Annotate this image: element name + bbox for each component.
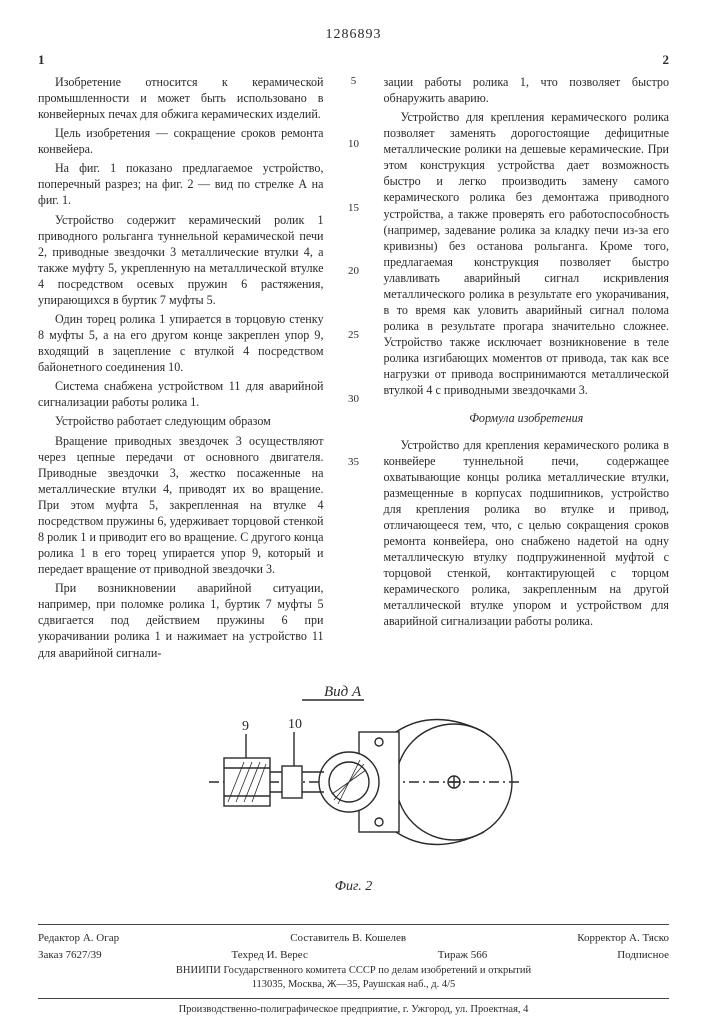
page: 1286893 1 Изобретение относится к керами… [0,0,707,1035]
subscription: Подписное [617,948,669,963]
figure-svg: Вид А [184,682,524,872]
columns: 1 Изобретение относится к керамической п… [38,51,669,664]
line-ref: 15 [346,201,362,216]
claim-text: Устройство для крепления керамического р… [384,437,670,630]
para: При возникновении аварийной ситуации, на… [38,580,324,660]
para: Устройство работает следующим образом [38,413,324,429]
line-ref: 20 [346,264,362,279]
imprint-footer: Редактор А. Огар Составитель В. Кошелев … [38,924,669,999]
fig-label-10: 10 [288,717,302,732]
para: Устройство содержит керамический ролик 1… [38,212,324,308]
para: На фиг. 1 показано предлагаемое устройст… [38,160,324,208]
corrector: Корректор А. Тяско [577,931,669,946]
figure-2: Вид А [38,682,669,897]
document-number: 1286893 [38,26,669,45]
figure-caption: Фиг. 2 [38,878,669,897]
line-ref: 5 [346,74,362,89]
fig-label-9: 9 [242,719,249,734]
footer-row-names: Редактор А. Огар Составитель В. Кошелев … [38,931,669,946]
para: зации работы ролика 1, что позволяет быс… [384,74,670,106]
line-ref: 35 [346,455,362,470]
line-number-gutter: 5 10 15 20 25 30 35 [346,51,362,664]
footer-row-order: Заказ 7627/39 Техред И. Верес Тираж 566 … [38,948,669,963]
editor: Редактор А. Огар [38,931,119,946]
line-ref: 25 [346,328,362,343]
line-ref: 10 [346,137,362,152]
footer-org: ВНИИПИ Государственного комитета СССР по… [38,964,669,992]
column-right: 2 зации работы ролика 1, что позволяет б… [384,51,670,664]
techred: Техред И. Верес [232,948,308,963]
col-left-pagenum: 1 [38,51,324,68]
claim-title: Формула изобретения [384,410,670,426]
para: Один торец ролика 1 упирается в торцовую… [38,311,324,375]
order-number: Заказ 7627/39 [38,948,102,963]
tirazh: Тираж 566 [438,948,488,963]
para: Изобретение относится к керамической про… [38,74,324,122]
line-ref: 30 [346,392,362,407]
para: Устройство для крепления керамического р… [384,109,670,398]
para: Вращение приводных звездочек 3 осуществл… [38,433,324,578]
column-left: 1 Изобретение относится к керамической п… [38,51,324,664]
compiler: Составитель В. Кошелев [290,931,406,946]
para: Цель изобретения — сокращение сроков рем… [38,125,324,157]
para: Система снабжена устройством 11 для авар… [38,378,324,410]
figure-title: Вид А [324,684,362,700]
col-right-pagenum: 2 [384,51,670,68]
footer-print: Производственно-полиграфическое предприя… [38,1003,669,1017]
